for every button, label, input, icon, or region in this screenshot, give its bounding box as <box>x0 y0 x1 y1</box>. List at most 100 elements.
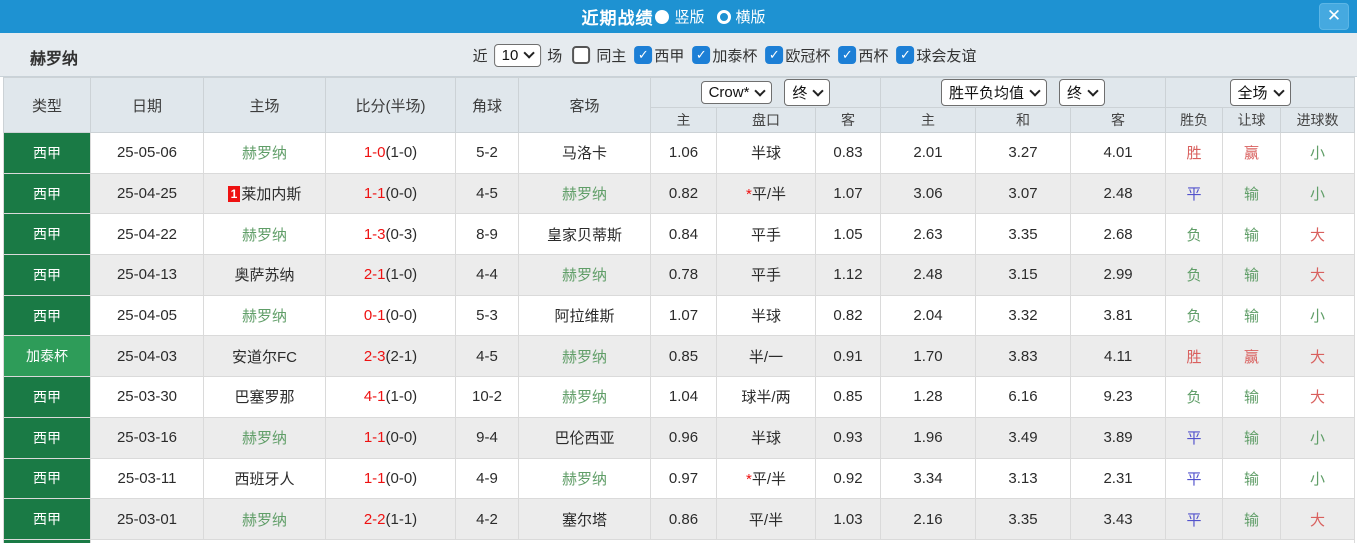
cell-mean-away: 4.11 <box>1070 335 1167 378</box>
checkbox-club-friendly[interactable]: ✓ <box>896 46 915 64</box>
mean-time-select[interactable]: 终 <box>1059 79 1106 106</box>
col-header-date: 日期 <box>90 77 204 133</box>
radio-selected-icon[interactable] <box>655 9 670 24</box>
recent-count-select[interactable]: 10 <box>493 43 542 67</box>
chevron-down-icon <box>754 84 767 97</box>
cell-mean-home: 3.34 <box>880 457 977 500</box>
cell-handicap-result: 输 <box>1222 498 1282 540</box>
cell-odds-away: 1.07 <box>814 172 882 215</box>
away-team-name: 皇家贝蒂斯 <box>546 226 622 244</box>
cell-odds-away: 0.92 <box>814 457 882 500</box>
radio-horizontal-layout[interactable]: 横版 <box>715 6 766 27</box>
cell-handicap: 半/一 <box>716 335 816 378</box>
odds-time-select[interactable]: 终 <box>784 79 831 106</box>
cell-date: 25-04-22 <box>90 213 204 256</box>
cell-mean-away: 3.89 <box>1070 416 1167 459</box>
table-row[interactable]: 西甲 25-04-22 赫罗纳 1-3(0-3) 8-9 皇家贝蒂斯 0.84 … <box>3 213 1356 256</box>
label-laliga[interactable]: 西甲 <box>654 47 685 65</box>
cell-away-team: 塞尔塔 <box>518 498 651 540</box>
cell-score: 2-2(1-1) <box>325 498 456 540</box>
cell-odds-away: 1.05 <box>814 213 882 256</box>
handicap-line: 平/半 <box>751 470 786 488</box>
halftime-score: (0-3) <box>385 225 418 243</box>
sub-header-result: 胜负 <box>1165 107 1224 133</box>
cell-odds-away: 0.82 <box>814 294 882 337</box>
cell-handicap: 半球 <box>716 294 816 337</box>
checkbox-catalonia-cup[interactable]: ✓ <box>692 46 711 64</box>
col-header-home: 主场 <box>203 77 326 133</box>
label-catalonia-cup[interactable]: 加泰杯 <box>712 47 758 65</box>
handicap-line: 平手 <box>750 267 781 285</box>
col-header-corner: 角球 <box>455 77 519 133</box>
cell-odds-away: 0.91 <box>814 335 882 378</box>
cell-date: 25-05-06 <box>90 132 204 174</box>
sub-header-odds-home: 主 <box>650 107 717 133</box>
cell-competition-type: 西甲 <box>3 213 91 256</box>
halftime-score: (2-1) <box>385 347 418 365</box>
table-row[interactable]: 西甲 25-03-30 巴塞罗那 4-1(1-0) 10-2 赫罗纳 1.04 … <box>3 376 1356 418</box>
home-team-name: 莱加内斯 <box>241 186 302 204</box>
cell-odds-away: 0.93 <box>814 416 882 459</box>
cell-competition-type: 西甲 <box>3 498 91 540</box>
cell-corners: 4-2 <box>455 498 519 540</box>
radio-unselected-icon[interactable] <box>716 9 731 24</box>
mean-type-select[interactable]: 胜平负均值 <box>941 79 1048 106</box>
cell-goals: 小 <box>1280 172 1356 215</box>
checkbox-copa-del-rey[interactable]: ✓ <box>838 46 857 64</box>
cell-corners: 10-2 <box>455 376 519 418</box>
label-champions-league[interactable]: 欧冠杯 <box>785 47 831 65</box>
cell-mean-draw: 3.49 <box>975 416 1072 459</box>
handicap-line: 平手 <box>750 226 781 244</box>
cell-competition-type: 西甲 <box>3 254 91 296</box>
cell-competition-type: 西甲 <box>3 457 91 500</box>
label-copa-del-rey[interactable]: 西杯 <box>858 47 889 65</box>
table-row[interactable]: 西甲 25-05-06 赫罗纳 1-0(1-0) 5-2 马洛卡 1.06 半球… <box>3 132 1356 174</box>
cell-mean-away: 2.31 <box>1070 457 1167 500</box>
radio-vertical-layout[interactable]: 竖版 <box>653 6 705 27</box>
layout-radio-group: 竖版 横版 <box>653 6 775 27</box>
home-team-name: 赫罗纳 <box>241 308 287 326</box>
cell-corners: 4-5 <box>455 172 519 215</box>
scope-select[interactable]: 全场 <box>1229 79 1291 106</box>
results-table: 类型 日期 主场 比分(半场) 角球 客场 Crow* 终 <box>3 77 1356 543</box>
away-team-name: 赫罗纳 <box>561 267 607 285</box>
cell-home-team: 赫罗纳 <box>203 416 326 459</box>
radio-horizontal-label[interactable]: 横版 <box>735 9 766 26</box>
cell-mean-away: 3.81 <box>1070 294 1167 337</box>
same-home-label[interactable]: 同主 <box>596 47 627 65</box>
table-row[interactable]: 西甲 25-03-11 西班牙人 1-1(0-0) 4-9 赫罗纳 0.97 *… <box>3 457 1356 500</box>
cell-mean-home: 2.48 <box>880 254 977 296</box>
cell-date: 25-03-01 <box>90 498 204 540</box>
cell-home-team: 西班牙人 <box>203 457 326 500</box>
table-row[interactable]: 加泰杯 25-04-03 安道尔FC 2-3(2-1) 4-5 赫罗纳 0.85… <box>3 335 1356 378</box>
table-row[interactable]: 西甲 25-04-13 奥萨苏纳 2-1(1-0) 4-4 赫罗纳 0.78 平… <box>3 254 1356 296</box>
table-row[interactable]: 西甲 25-03-16 赫罗纳 1-1(0-0) 9-4 巴伦西亚 0.96 半… <box>3 416 1356 459</box>
table-row[interactable]: 西甲 25-04-25 1 莱加内斯 1-1(0-0) 4-5 赫罗纳 0.82 … <box>3 172 1356 215</box>
cell-handicap: 半球 <box>716 132 816 174</box>
away-team-name: 塞尔塔 <box>561 511 607 529</box>
cell-result: 负 <box>1165 376 1224 418</box>
chevron-down-icon <box>1272 84 1285 97</box>
cell-handicap-result: 输 <box>1222 213 1282 256</box>
checkbox-laliga[interactable]: ✓ <box>634 46 653 64</box>
cell-mean-draw: 3.13 <box>975 457 1072 500</box>
table-row[interactable]: 西甲 25-03-01 赫罗纳 2-2(1-1) 4-2 塞尔塔 0.86 平/… <box>3 498 1356 540</box>
handicap-line: 半球 <box>750 430 781 448</box>
odds-source-select[interactable]: Crow* <box>700 81 773 104</box>
cell-away-team: 皇家贝蒂斯 <box>518 213 651 256</box>
handicap-line: 平/半 <box>748 511 784 529</box>
close-button[interactable]: ✕ <box>1319 3 1349 30</box>
cell-date: 25-04-25 <box>90 172 204 215</box>
same-home-checkbox[interactable] <box>572 46 591 64</box>
dialog-title: 近期战绩 <box>581 9 654 28</box>
home-team-name: 西班牙人 <box>234 470 295 488</box>
label-club-friendly[interactable]: 球会友谊 <box>916 47 977 65</box>
radio-vertical-label[interactable]: 竖版 <box>674 9 705 26</box>
team-name: 赫罗纳 <box>30 51 79 68</box>
cell-odds-away: 0.83 <box>814 132 882 174</box>
close-icon: ✕ <box>1326 6 1342 25</box>
checkbox-champions-league[interactable]: ✓ <box>765 46 784 64</box>
chevron-down-icon <box>523 47 535 59</box>
table-row[interactable]: 西甲 25-04-05 赫罗纳 0-1(0-0) 5-3 阿拉维斯 1.07 半… <box>3 294 1356 337</box>
cell-handicap: *平/半 <box>716 172 816 215</box>
